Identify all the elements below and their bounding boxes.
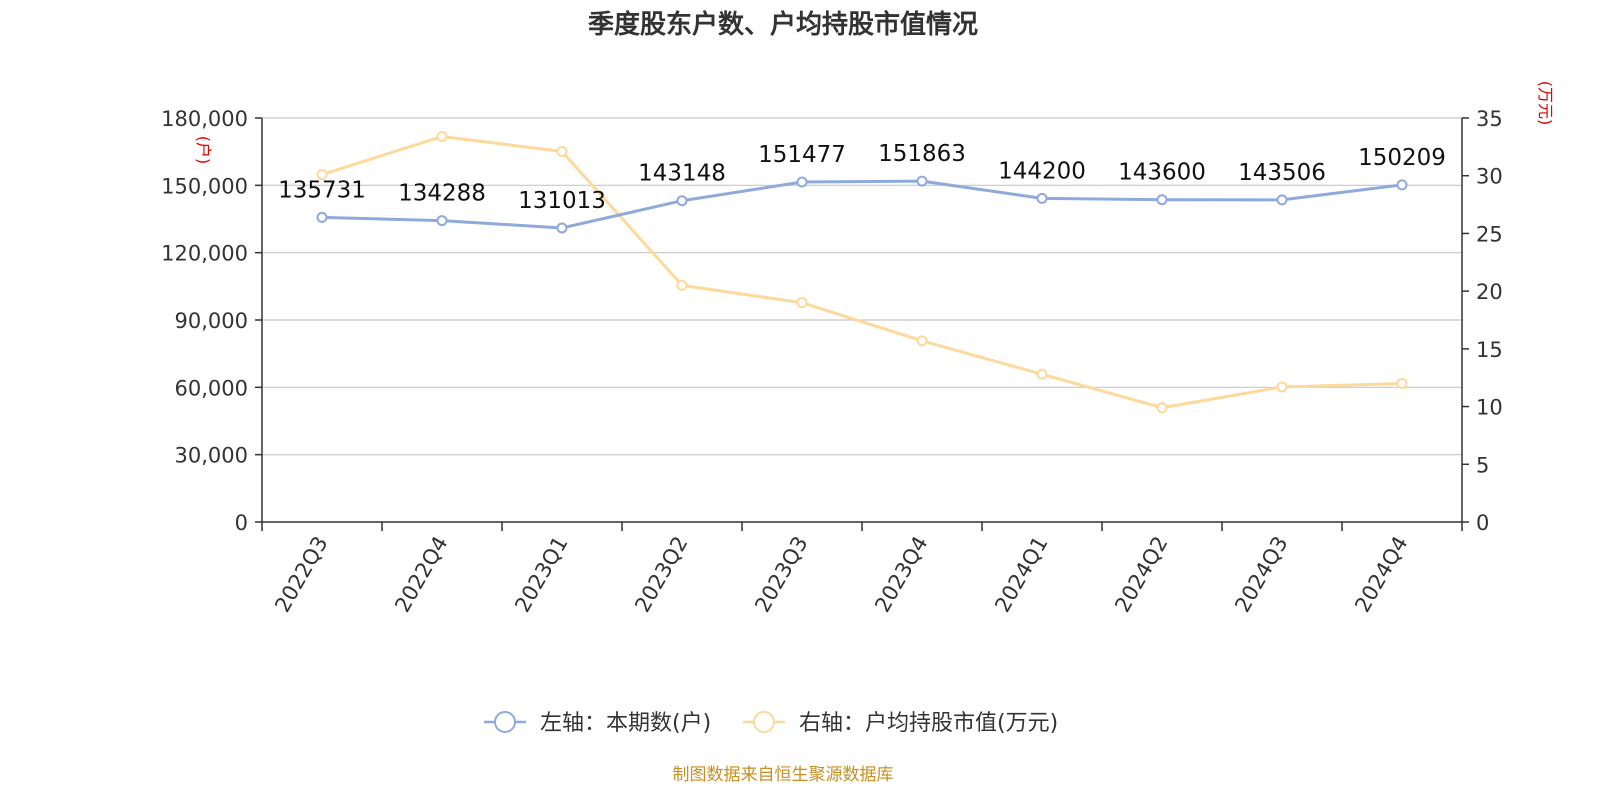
left-axis-tick-label: 90,000 xyxy=(175,309,248,333)
legend: 左轴：本期数(户) 右轴：户均持股市值(万元) xyxy=(484,711,1058,736)
left-axis-tick-label: 180,000 xyxy=(161,107,248,131)
legend-marker-right xyxy=(753,711,775,733)
left-axis-tick-label: 150,000 xyxy=(161,174,248,198)
chart-title: 季度股东户数、户均持股市值情况 xyxy=(588,9,978,40)
x-axis-tick-label: 2024Q1 xyxy=(990,532,1052,616)
data-point-right[interactable] xyxy=(676,279,688,291)
data-point-right[interactable] xyxy=(1396,377,1408,389)
left-axis-tick-label: 60,000 xyxy=(175,376,248,400)
legend-item-right[interactable]: 右轴：户均持股市值(万元) xyxy=(743,711,1058,736)
data-point-left[interactable] xyxy=(796,176,808,188)
data-label: 135731 xyxy=(278,177,366,203)
series xyxy=(316,130,1408,414)
data-source-note: 制图数据来自恒生聚源数据库 xyxy=(673,765,894,785)
x-axis-tick-label: 2023Q1 xyxy=(510,532,572,616)
left-axis-unit: (户) xyxy=(194,136,213,165)
right-axis-tick-label: 30 xyxy=(1476,165,1503,189)
data-label: 144200 xyxy=(998,158,1086,184)
x-axis-tick-label: 2024Q3 xyxy=(1230,532,1292,616)
left-axis-tick-label: 30,000 xyxy=(175,444,248,468)
legend-label-right: 右轴：户均持股市值(万元) xyxy=(799,711,1058,736)
data-point-right[interactable] xyxy=(1156,402,1168,414)
data-point-left[interactable] xyxy=(1396,179,1408,191)
x-axis-tick-label: 2022Q3 xyxy=(270,532,332,616)
right-axis-tick-label: 10 xyxy=(1476,396,1503,420)
gridlines xyxy=(262,117,1462,456)
x-axis-tick-label: 2022Q4 xyxy=(390,532,452,616)
data-label: 134288 xyxy=(398,181,486,207)
data-label: 143600 xyxy=(1118,160,1206,186)
data-label: 151477 xyxy=(758,142,846,168)
data-point-left[interactable] xyxy=(1156,194,1168,206)
right-axis-tick-label: 0 xyxy=(1476,511,1489,535)
data-point-right[interactable] xyxy=(436,130,448,142)
right-axis-tick-label: 20 xyxy=(1476,280,1503,304)
data-point-left[interactable] xyxy=(916,175,928,187)
data-point-right[interactable] xyxy=(316,169,328,181)
data-point-right[interactable] xyxy=(796,297,808,309)
right-axis-tick-label: 25 xyxy=(1476,222,1503,246)
data-point-left[interactable] xyxy=(676,195,688,207)
series-line-right xyxy=(321,134,1403,410)
data-label: 143506 xyxy=(1238,160,1326,186)
data-point-left[interactable] xyxy=(1276,194,1288,206)
data-point-left[interactable] xyxy=(316,211,328,223)
data-point-right[interactable] xyxy=(1036,368,1048,380)
data-point-left[interactable] xyxy=(1036,192,1048,204)
data-point-left[interactable] xyxy=(436,215,448,227)
x-axis-tick-label: 2024Q4 xyxy=(1350,532,1412,616)
legend-item-left[interactable]: 左轴：本期数(户) xyxy=(484,711,711,736)
x-axis-tick-label: 2023Q3 xyxy=(750,532,812,616)
data-point-right[interactable] xyxy=(556,145,568,157)
data-label: 131013 xyxy=(518,188,606,214)
legend-label-left: 左轴：本期数(户) xyxy=(540,711,711,736)
x-axis-tick-label: 2023Q2 xyxy=(630,532,692,616)
data-label: 143148 xyxy=(638,161,726,187)
x-axis-tick-label: 2023Q4 xyxy=(870,532,932,616)
right-axis-tick-label: 15 xyxy=(1476,338,1503,362)
data-point-right[interactable] xyxy=(916,335,928,347)
data-point-left[interactable] xyxy=(556,222,568,234)
right-axis-tick-label: 5 xyxy=(1476,453,1489,477)
data-label: 150209 xyxy=(1358,145,1446,171)
data-labels: 135731 134288 131013 143148 151477 151863 1442… xyxy=(278,141,1446,214)
legend-marker-left xyxy=(494,711,516,733)
right-axis-unit: (万元) xyxy=(1536,81,1555,126)
x-axis-tick-label: 2024Q2 xyxy=(1110,532,1172,616)
left-axis-tick-label: 120,000 xyxy=(161,242,248,266)
right-axis-tick-label: 35 xyxy=(1476,107,1503,131)
data-point-right[interactable] xyxy=(1276,381,1288,393)
series-line-left xyxy=(321,179,1403,230)
data-label: 151863 xyxy=(878,141,966,167)
left-axis-tick-label: 0 xyxy=(235,511,248,535)
